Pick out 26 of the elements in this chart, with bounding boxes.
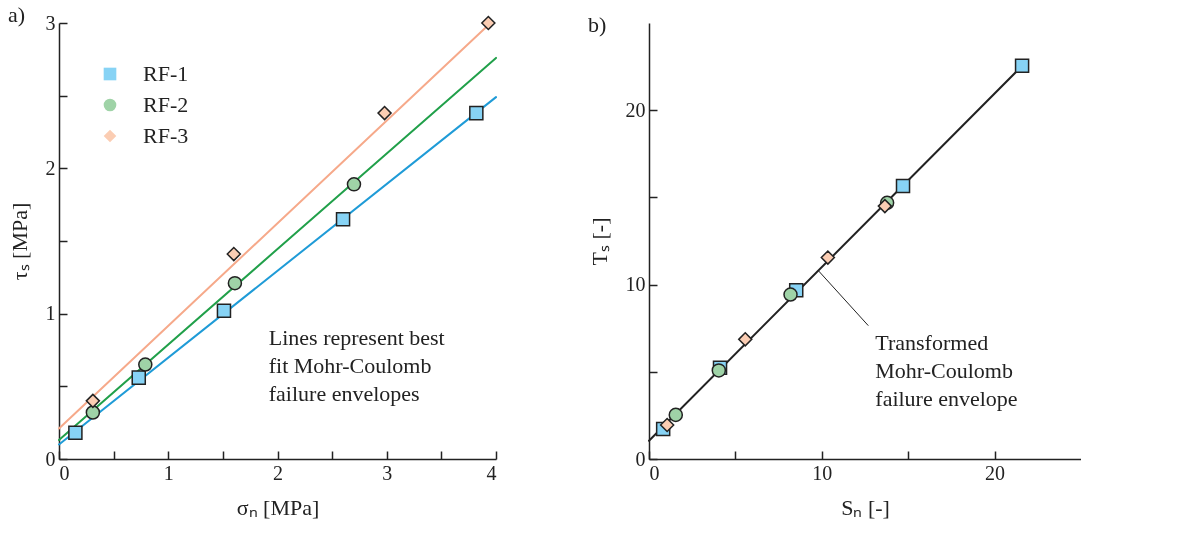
chart-title: a) [8,2,26,27]
legend-label: RF-2 [143,92,189,117]
x-tick-label: 2 [273,461,283,484]
x-tick-label: 10 [812,461,833,484]
y-axis-title: Tₛ [-] [586,217,612,266]
x-tick-label: 0 [59,461,70,484]
x-tick-label: 3 [382,461,393,484]
annotation: Lines represent best fit Mohr-Coulomb failure envelopes [268,325,445,407]
y-tick-label: 20 [625,98,646,121]
y-tick-label: 2 [45,156,56,179]
y-tick-label: 1 [45,302,56,325]
legend-label: RF-3 [143,123,189,148]
y-tick-label: 0 [45,447,56,470]
x-axis-title: Sₙ [-] [841,494,890,520]
y-tick-label: 10 [625,273,646,296]
annotation: Transformed Mohr-Coulomb failure envelope [875,329,1018,411]
legend-label: RF-1 [143,61,189,86]
x-axis-title: σₙ [MPa] [236,494,320,520]
chart-title: b) [588,12,607,37]
y-tick-label: 3 [45,11,56,34]
y-tick-label: 0 [635,447,646,470]
y-axis-title: τₛ [MPa] [6,202,32,281]
x-tick-label: 4 [486,461,497,484]
x-tick-label: 0 [649,461,660,484]
x-tick-label: 1 [163,461,174,484]
x-tick-label: 20 [985,461,1006,484]
